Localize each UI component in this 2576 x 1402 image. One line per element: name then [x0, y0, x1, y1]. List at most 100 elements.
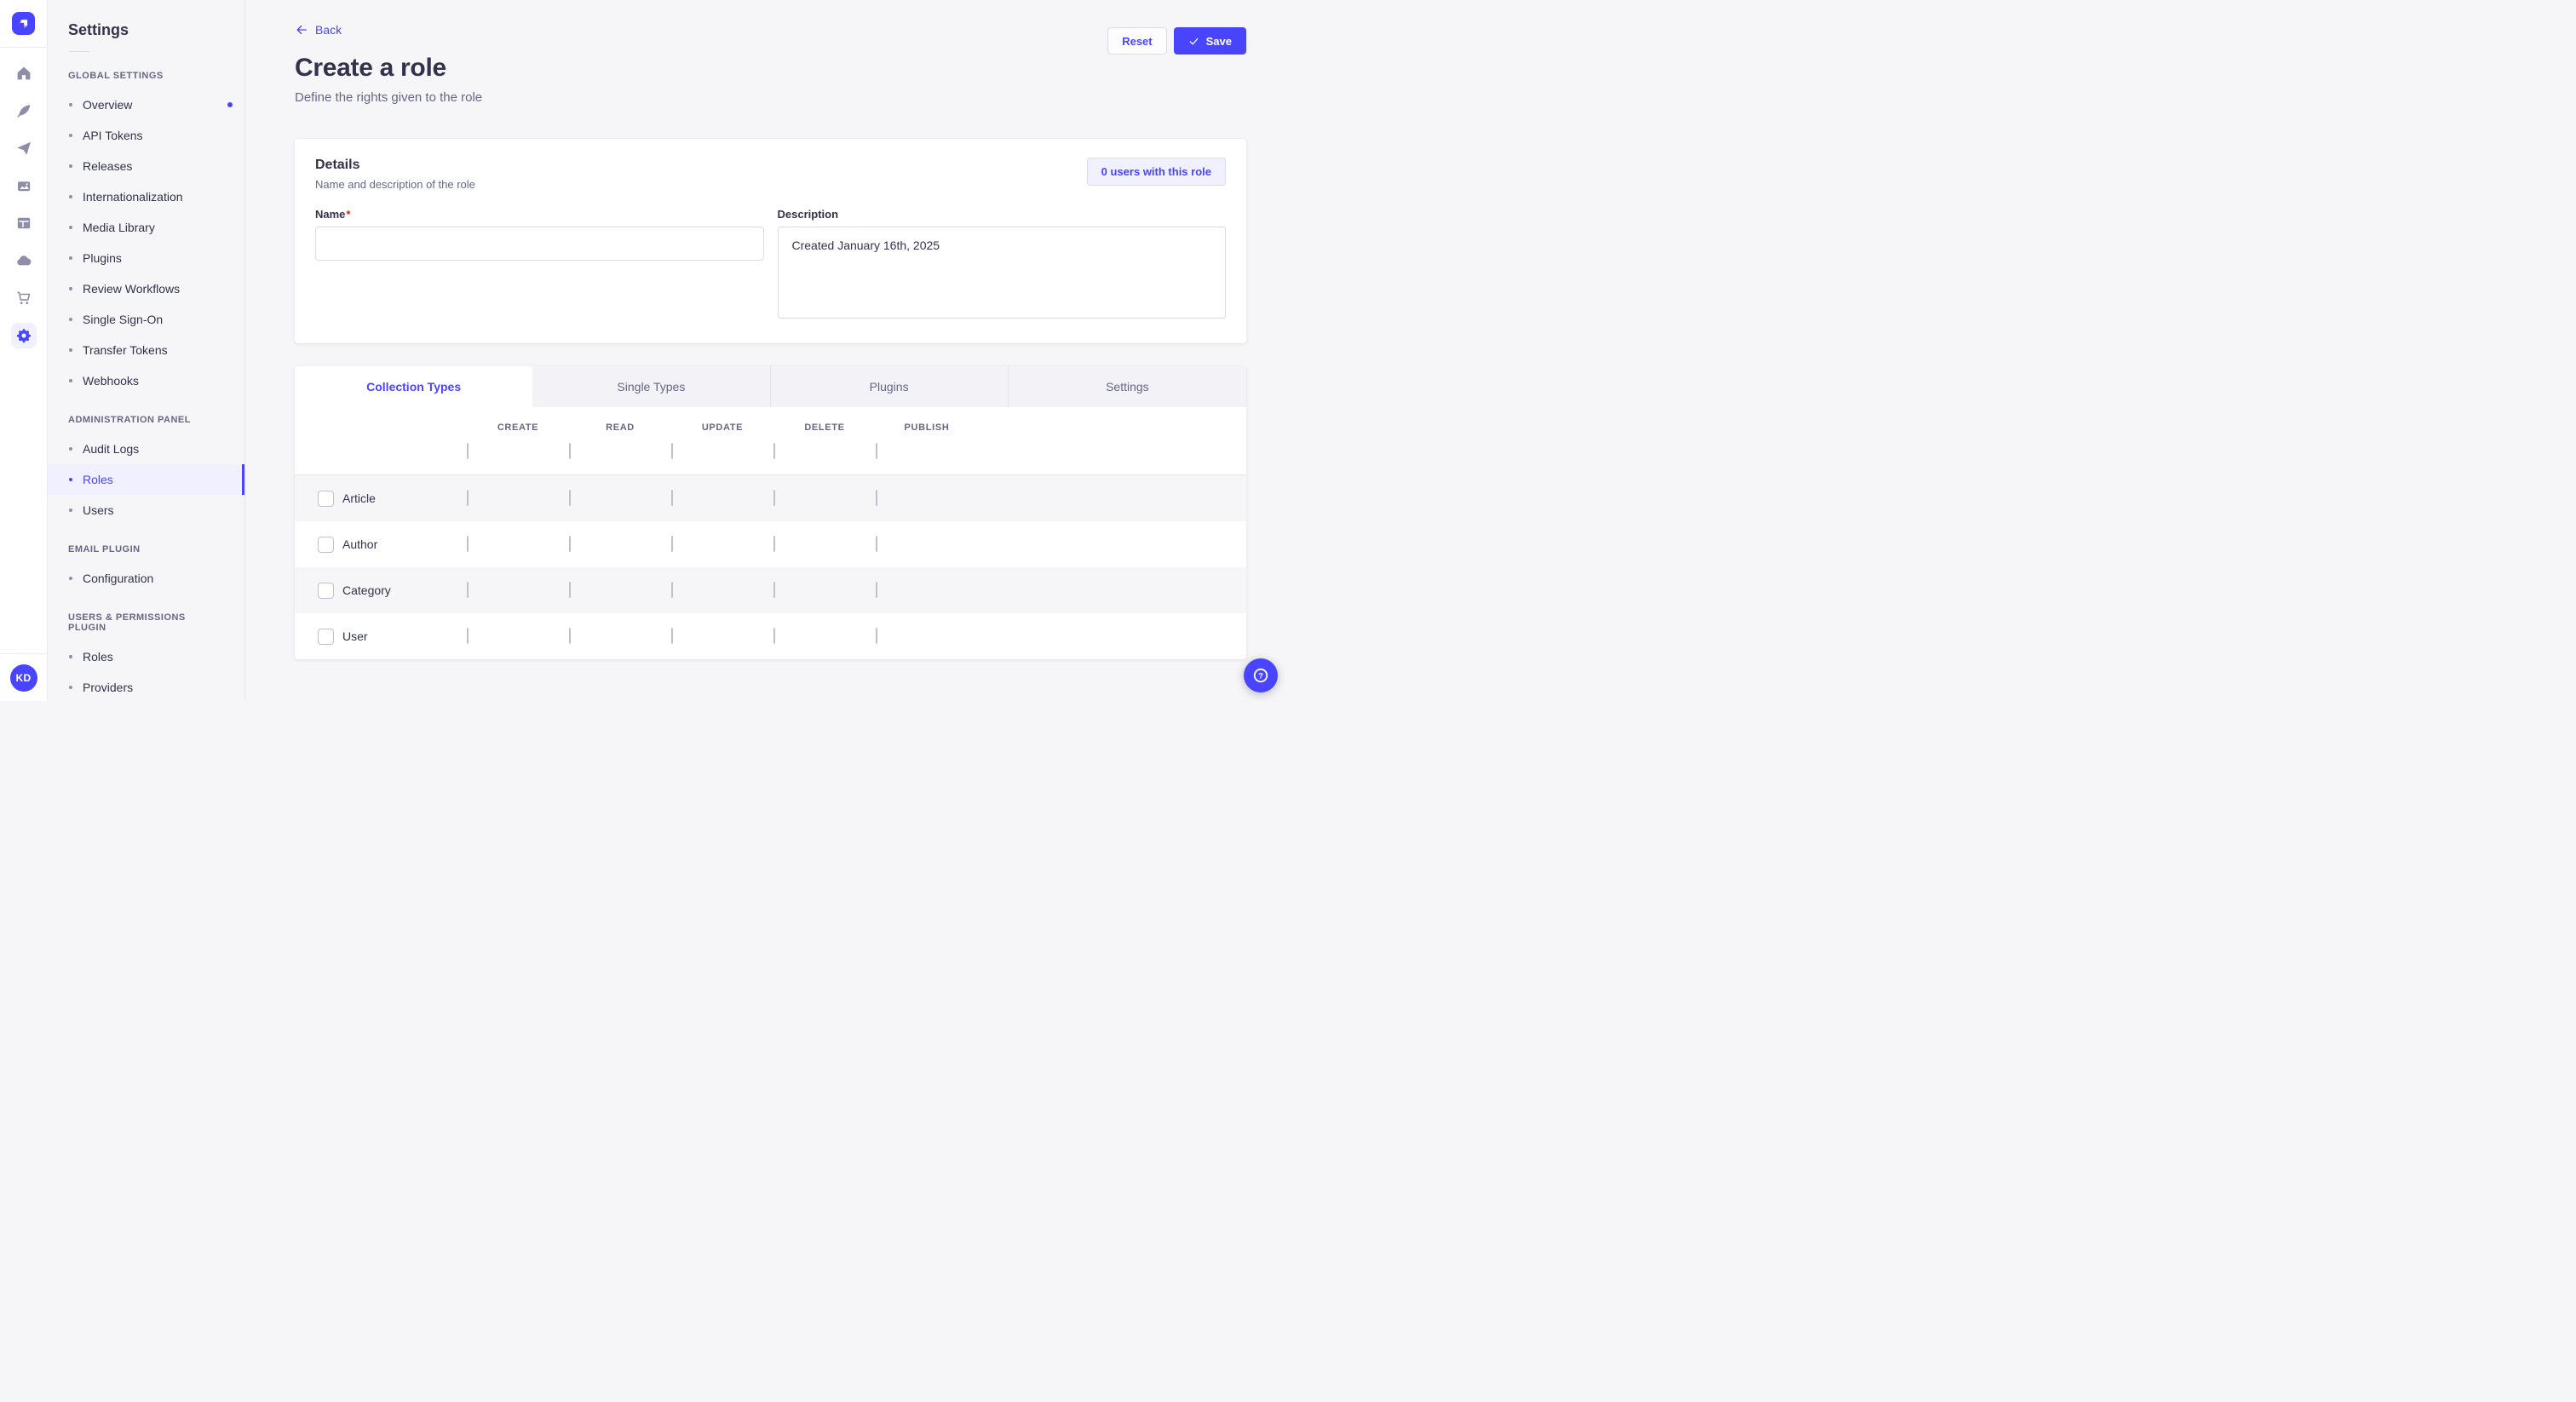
tab-plugins[interactable]: Plugins [770, 366, 1009, 407]
description-label: Description [777, 208, 839, 221]
select-all-create-checkbox[interactable] [467, 443, 469, 459]
sidebar-item-configuration[interactable]: Configuration [48, 563, 244, 594]
strapi-logo-icon[interactable] [12, 12, 35, 35]
sidebar-item-label: Overview [83, 98, 133, 112]
category-publish-checkbox[interactable] [876, 582, 877, 598]
bullet-icon [69, 164, 72, 168]
feather-icon[interactable] [15, 102, 32, 119]
article-create-checkbox[interactable] [467, 490, 469, 506]
table-row-author: Author [295, 521, 1246, 567]
row-label: Article [342, 491, 376, 505]
cart-icon[interactable] [15, 290, 32, 307]
sidebar-item-label: Roles [83, 473, 113, 486]
sidebar-item-label: Media Library [83, 221, 155, 234]
column-header-create: CREATE [497, 422, 539, 433]
sidebar-item-label: Transfer Tokens [83, 343, 168, 357]
settings-subnav: Settings GLOBAL SETTINGS Overview API To… [48, 0, 245, 701]
sidebar-item-transfer-tokens[interactable]: Transfer Tokens [48, 335, 244, 365]
user-publish-checkbox[interactable] [876, 628, 877, 644]
author-read-checkbox[interactable] [569, 536, 571, 552]
sidebar-item-providers[interactable]: Providers [48, 672, 244, 701]
sidebar-item-internationalization[interactable]: Internationalization [48, 181, 244, 212]
sidebar-item-label: Releases [83, 159, 133, 173]
bullet-icon [69, 134, 72, 137]
author-select-checkbox[interactable] [318, 536, 334, 553]
arrow-left-icon [296, 25, 307, 35]
details-subtitle: Name and description of the role [315, 178, 475, 191]
sidebar-item-label: Webhooks [83, 374, 139, 388]
sidebar-item-releases[interactable]: Releases [48, 151, 244, 181]
sidebar-item-media-library[interactable]: Media Library [48, 212, 244, 243]
sidebar-item-users[interactable]: Users [48, 495, 244, 526]
article-publish-checkbox[interactable] [876, 490, 877, 506]
select-all-delete-checkbox[interactable] [773, 443, 775, 459]
layout-icon[interactable] [15, 215, 32, 232]
user-delete-checkbox[interactable] [773, 628, 775, 644]
active-indicator-bar [242, 464, 244, 495]
column-header-update: UPDATE [701, 422, 744, 433]
article-update-checkbox[interactable] [671, 490, 673, 506]
cloud-icon[interactable] [15, 252, 32, 269]
user-avatar[interactable]: KD [9, 664, 37, 692]
required-asterisk: * [346, 208, 351, 221]
category-select-checkbox[interactable] [318, 582, 334, 599]
sidebar-item-api-tokens[interactable]: API Tokens [48, 120, 244, 151]
sidebar-item-label: Plugins [83, 251, 122, 265]
bullet-icon [69, 509, 72, 512]
category-delete-checkbox[interactable] [773, 582, 775, 598]
permissions-table: CREATE READ UPDATE DELETE PUBLISH [295, 407, 1246, 659]
user-create-checkbox[interactable] [467, 628, 469, 644]
author-create-checkbox[interactable] [467, 536, 469, 552]
select-all-publish-checkbox[interactable] [876, 443, 877, 459]
sidebar-item-review-workflows[interactable]: Review Workflows [48, 273, 244, 304]
category-update-checkbox[interactable] [671, 582, 673, 598]
select-all-update-checkbox[interactable] [671, 443, 673, 459]
users-with-role-button[interactable]: 0 users with this role [1086, 158, 1226, 186]
back-link[interactable]: Back [295, 23, 342, 37]
article-delete-checkbox[interactable] [773, 490, 775, 506]
reset-button[interactable]: Reset [1107, 27, 1167, 55]
row-label: User [342, 629, 368, 643]
media-library-icon[interactable] [15, 177, 32, 194]
send-icon[interactable] [15, 140, 32, 157]
page-title: Create a role [295, 54, 446, 82]
details-title: Details [315, 158, 360, 172]
category-read-checkbox[interactable] [569, 582, 571, 598]
gear-icon[interactable] [10, 323, 37, 348]
sidebar-item-roles[interactable]: Roles [48, 464, 244, 495]
user-update-checkbox[interactable] [671, 628, 673, 644]
sidebar-item-webhooks[interactable]: Webhooks [48, 365, 244, 396]
permissions-card: Collection Types Single Types Plugins Se… [295, 366, 1246, 659]
author-publish-checkbox[interactable] [876, 536, 877, 552]
logo-container [0, 0, 47, 48]
description-field-group: Description Created January 16th, 2025 [777, 208, 1226, 323]
bullet-icon [69, 195, 72, 198]
save-button[interactable]: Save [1173, 27, 1246, 55]
bullet-icon [69, 103, 72, 106]
bullet-icon [69, 478, 72, 481]
column-header-read: READ [606, 422, 635, 433]
tab-single-types[interactable]: Single Types [532, 366, 771, 407]
sidebar-item-single-sign-on[interactable]: Single Sign-On [48, 304, 244, 335]
sidebar-item-plugins[interactable]: Plugins [48, 243, 244, 273]
sidebar-item-audit-logs[interactable]: Audit Logs [48, 434, 244, 464]
author-update-checkbox[interactable] [671, 536, 673, 552]
author-delete-checkbox[interactable] [773, 536, 775, 552]
tab-collection-types[interactable]: Collection Types [295, 366, 533, 407]
home-icon[interactable] [15, 65, 32, 82]
description-textarea[interactable]: Created January 16th, 2025 [777, 227, 1226, 319]
user-read-checkbox[interactable] [569, 628, 571, 644]
table-row-article: Article [295, 475, 1246, 521]
help-button[interactable]: ? [1244, 658, 1278, 692]
select-all-read-checkbox[interactable] [569, 443, 571, 459]
user-select-checkbox[interactable] [318, 628, 334, 645]
main-content: Back Reset Save Create a role Define the… [245, 0, 1288, 701]
article-read-checkbox[interactable] [569, 490, 571, 506]
save-label: Save [1205, 34, 1232, 48]
name-input[interactable] [315, 227, 764, 261]
sidebar-item-overview[interactable]: Overview [48, 89, 244, 120]
tab-settings[interactable]: Settings [1008, 366, 1246, 407]
sidebar-item-up-roles[interactable]: Roles [48, 641, 244, 672]
article-select-checkbox[interactable] [318, 490, 334, 507]
category-create-checkbox[interactable] [467, 582, 469, 598]
